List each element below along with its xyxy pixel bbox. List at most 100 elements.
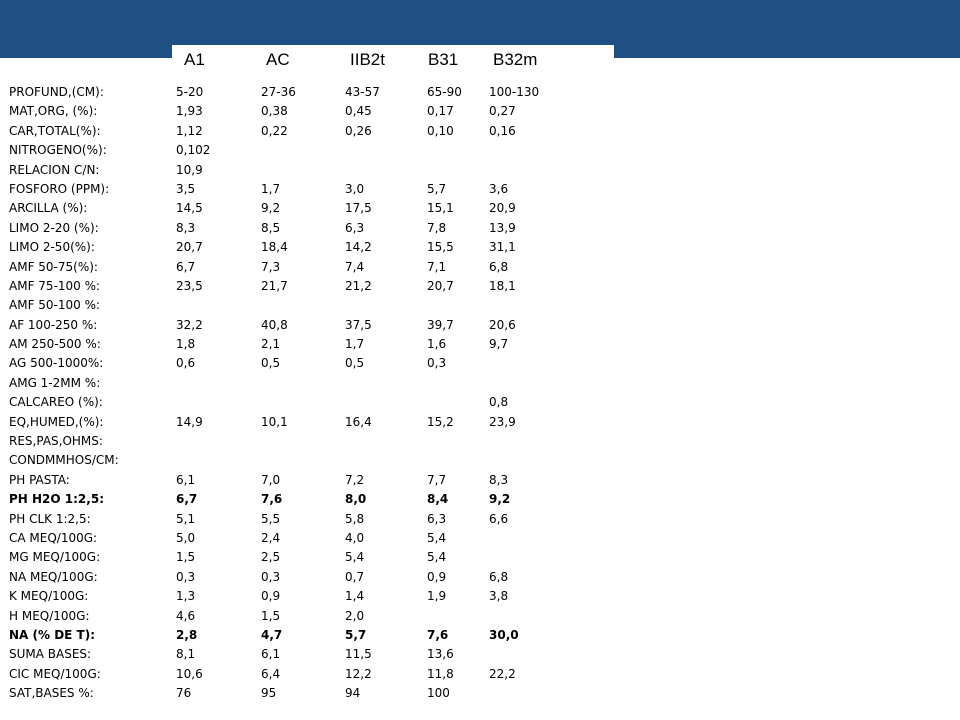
cell-b31: 5,4 <box>427 550 447 565</box>
cell-b31: 11,8 <box>427 666 454 681</box>
row-label: AMF 75-100 %: <box>9 278 101 293</box>
cell-iib2t: 2,0 <box>345 608 365 623</box>
cell-a1: 6,7 <box>176 492 198 507</box>
cell-a1: 20,7 <box>176 240 203 255</box>
cell-b32m: 6,6 <box>489 511 509 526</box>
cell-a1: 1,3 <box>176 589 196 604</box>
row-label: MG MEQ/100G: <box>9 550 101 565</box>
cell-b31: 15,1 <box>427 201 454 216</box>
cell-ac: 10,1 <box>261 414 288 429</box>
cell-b31: 1,6 <box>427 337 447 352</box>
cell-b32m: 22,2 <box>489 666 516 681</box>
cell-ac: 9,2 <box>261 201 281 216</box>
cell-a1: 32,2 <box>176 317 203 332</box>
row-label: MAT,ORG, (%): <box>9 104 98 119</box>
row-label: CALCAREO (%): <box>9 395 103 410</box>
cell-ac: 8,5 <box>261 220 281 235</box>
cell-b31: 0,3 <box>427 356 447 371</box>
cell-b32m: 100-130 <box>489 85 540 99</box>
cell-b32m: 23,9 <box>489 414 516 429</box>
row-label: AM 250-500 %: <box>9 337 101 352</box>
cell-b31: 8,4 <box>427 492 449 507</box>
cell-a1: 6,1 <box>176 472 196 487</box>
cell-a1: 1,5 <box>176 550 196 565</box>
cell-ac: 2,1 <box>261 337 281 352</box>
cell-b31: 0,9 <box>427 569 447 584</box>
row-label: NA MEQ/100G: <box>9 569 98 584</box>
cell-iib2t: 1,4 <box>345 589 365 604</box>
cell-iib2t: 5,7 <box>345 627 367 642</box>
cell-ac: 18,4 <box>261 240 288 255</box>
cell-b31: 15,5 <box>427 240 454 255</box>
cell-b32m: 9,7 <box>489 337 509 352</box>
row-label: PROFUND,(CM): <box>9 85 104 99</box>
row-label: FOSFORO (PPM): <box>9 181 110 196</box>
row-label: CAR,TOTAL(%): <box>9 123 101 138</box>
cell-iib2t: 0,26 <box>345 123 372 138</box>
row-label: K MEQ/100G: <box>9 589 89 604</box>
cell-b31: 7,8 <box>427 220 447 235</box>
cell-iib2t: 5,8 <box>345 511 365 526</box>
cell-ac: 95 <box>261 686 277 701</box>
cell-ac: 4,7 <box>261 627 283 642</box>
row-label: SUMA BASES: <box>9 647 92 662</box>
cell-a1: 1,12 <box>176 123 203 138</box>
cell-b32m: 3,6 <box>489 181 509 196</box>
cell-ac: 5,5 <box>261 511 281 526</box>
cell-a1: 8,1 <box>176 647 196 662</box>
row-label: AMF 50-75(%): <box>9 259 98 274</box>
cell-a1: 6,7 <box>176 259 196 274</box>
cell-b32m: 20,6 <box>489 317 516 332</box>
cell-ac: 40,8 <box>261 317 288 332</box>
cell-b32m: 6,8 <box>489 569 509 584</box>
row-label: CA MEQ/100G: <box>9 530 98 545</box>
cell-b32m: 3,8 <box>489 589 509 604</box>
cell-b32m: 8,3 <box>489 472 509 487</box>
cell-b31: 39,7 <box>427 317 454 332</box>
cell-ac: 0,9 <box>261 589 281 604</box>
cell-ac: 0,22 <box>261 123 288 138</box>
row-label: CIC MEQ/100G: <box>9 666 101 681</box>
cell-b32m: 9,2 <box>489 492 511 507</box>
cell-ac: 0,38 <box>261 104 288 119</box>
row-label: NITROGENO(%): <box>9 143 107 158</box>
cell-a1: 14,5 <box>176 201 203 216</box>
cell-a1: 5-20 <box>176 85 204 99</box>
cell-iib2t: 1,7 <box>345 337 365 352</box>
cell-ac: 7,6 <box>261 492 283 507</box>
cell-iib2t: 7,2 <box>345 472 365 487</box>
cell-a1: 5,1 <box>176 511 196 526</box>
cell-a1: 2,8 <box>176 627 198 642</box>
cell-b31: 7,7 <box>427 472 447 487</box>
cell-a1: 1,93 <box>176 104 203 119</box>
cell-iib2t: 16,4 <box>345 414 372 429</box>
cell-a1: 3,5 <box>176 181 196 196</box>
cell-a1: 76 <box>176 686 192 701</box>
row-label: LIMO 2-50(%): <box>9 240 95 255</box>
row-label: EQ,HUMED,(%): <box>9 414 104 429</box>
row-label: PH PASTA: <box>9 472 70 487</box>
column-header-b32m: B32m <box>493 50 538 69</box>
cell-a1: 8,3 <box>176 220 196 235</box>
cell-ac: 27-36 <box>261 85 296 99</box>
cell-b31: 65-90 <box>427 85 462 99</box>
cell-ac: 2,5 <box>261 550 281 565</box>
cell-b32m: 20,9 <box>489 201 516 216</box>
cell-iib2t: 8,0 <box>345 492 367 507</box>
row-label: AMG 1-2MM %: <box>9 375 101 390</box>
cell-a1: 10,6 <box>176 666 203 681</box>
cell-iib2t: 0,5 <box>345 356 365 371</box>
cell-b32m: 13,9 <box>489 220 516 235</box>
row-label: PH H2O 1:2,5: <box>9 492 104 507</box>
cell-a1: 4,6 <box>176 608 196 623</box>
row-label: NA (% DE T): <box>9 627 95 642</box>
cell-iib2t: 7,4 <box>345 259 365 274</box>
row-label: AF 100-250 %: <box>9 317 98 332</box>
cell-b31: 13,6 <box>427 647 454 662</box>
cell-a1: 0,3 <box>176 569 196 584</box>
column-header-b31: B31 <box>428 50 459 69</box>
cell-iib2t: 12,2 <box>345 666 372 681</box>
cell-b31: 100 <box>427 686 450 701</box>
row-label: RELACION C/N: <box>9 162 100 177</box>
cell-b32m: 30,0 <box>489 627 519 642</box>
